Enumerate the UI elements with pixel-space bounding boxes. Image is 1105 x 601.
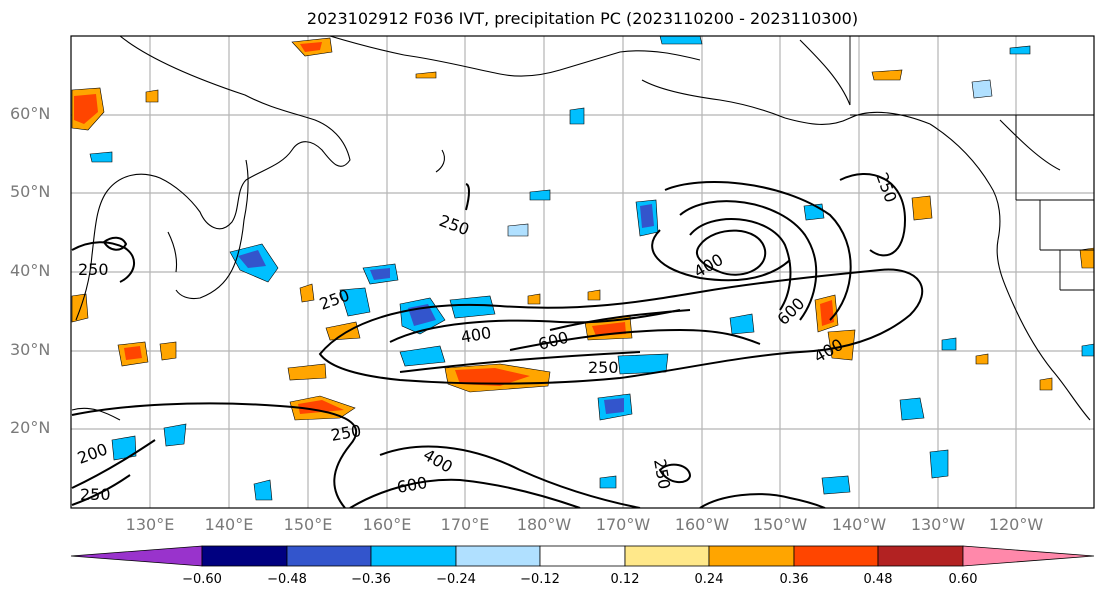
colorbar-tick-label: 0.36 (779, 572, 809, 587)
colorbar-segment (793, 545, 879, 567)
ivt-contours (71, 172, 924, 508)
longitude-label: 140°W (831, 515, 887, 534)
longitude-label: 160°W (674, 515, 730, 534)
colorbar-segment (877, 545, 964, 567)
colorbar-segment (286, 545, 372, 567)
colorbar-segment (455, 545, 541, 567)
map-title: 2023102912 F036 IVT, precipitation PC (2… (306, 9, 859, 28)
colorbar (70, 545, 1095, 567)
longitude-label: 130°E (125, 515, 175, 534)
longitude-label: 130°W (910, 515, 966, 534)
latitude-label: 60°N (10, 104, 51, 123)
colorbar-under-triangle (70, 545, 203, 567)
longitude-label: 140°E (204, 515, 254, 534)
colorbar-tick-label: −0.60 (182, 572, 222, 587)
colorbar-segment (624, 545, 710, 567)
colorbar-tick-label: 0.48 (863, 572, 893, 587)
coastlines (71, 36, 1091, 421)
colorbar-over-triangle (962, 545, 1095, 567)
colorbar-tick-label: −0.12 (520, 572, 560, 587)
colorbar-tick-label: 0.24 (694, 572, 724, 587)
longitude-label: 150°W (752, 515, 808, 534)
colorbar-segment (201, 545, 288, 567)
longitude-label: 150°E (283, 515, 333, 534)
latitude-label: 20°N (10, 418, 51, 437)
colorbar-tick-label: −0.48 (267, 572, 307, 587)
map-frame (70, 35, 1095, 509)
contour-label: 250 (80, 485, 111, 504)
contour-label: 250 (78, 260, 109, 279)
borders (849, 36, 1094, 291)
longitude-label: 160°E (362, 515, 412, 534)
colorbar-segment (539, 545, 626, 567)
colorbar-segment (708, 545, 795, 567)
latitude-label: 30°N (10, 340, 51, 359)
longitude-label: 120°W (988, 515, 1044, 534)
latitude-label: 50°N (10, 182, 51, 201)
longitude-label: 170°W (595, 515, 651, 534)
longitude-label: 180°W (516, 515, 572, 534)
colorbar-segment (370, 545, 457, 567)
colorbar-tick-label: −0.36 (351, 572, 391, 587)
contour-label: 250 (588, 358, 619, 377)
latitude-label: 40°N (10, 261, 51, 280)
colorbar-tick-label: −0.24 (436, 572, 476, 587)
colorbar-tick-label: 0.12 (610, 572, 640, 587)
colorbar-tick-label: 0.60 (948, 572, 978, 587)
longitude-label: 170°E (440, 515, 490, 534)
